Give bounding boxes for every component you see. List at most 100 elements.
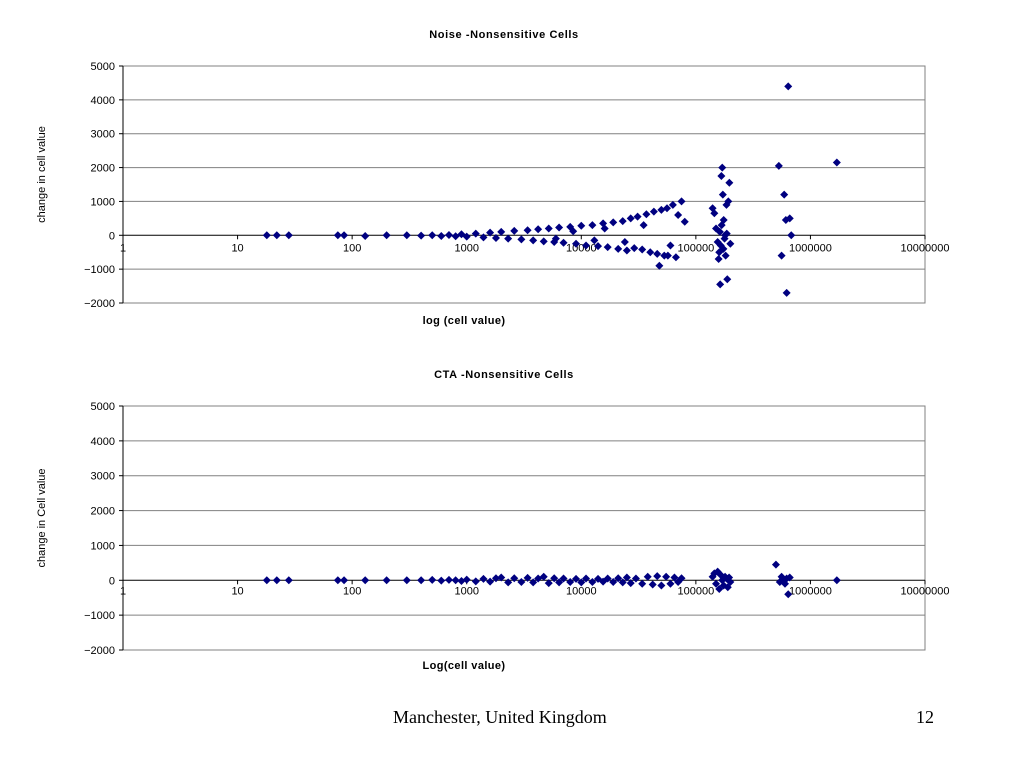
data-point (361, 231, 370, 240)
data-point (428, 231, 437, 240)
x-axis-label: log (cell value) (423, 315, 506, 327)
y-axis-label: change in cell value (36, 126, 48, 223)
data-point (402, 576, 411, 585)
chart-title: CTA -Nonsensitive Cells (434, 369, 574, 381)
data-point (361, 576, 370, 585)
data-point (718, 163, 727, 172)
data-point (614, 574, 623, 583)
x-tick-label: 100000 (677, 585, 714, 597)
data-point (777, 251, 786, 260)
data-point (577, 578, 586, 587)
data-point (451, 576, 460, 585)
data-point (785, 573, 794, 582)
data-point (437, 576, 446, 585)
data-point (284, 231, 293, 240)
x-tick-label: 10000 (566, 242, 597, 254)
data-point (588, 221, 597, 230)
data-point (559, 574, 568, 583)
data-point (832, 576, 841, 585)
data-point (491, 233, 500, 242)
y-tick-label: 2000 (91, 506, 115, 518)
data-point (787, 231, 796, 240)
data-point (618, 578, 627, 587)
chart-title: Noise -Nonsensitive Cells (429, 29, 579, 41)
data-point (486, 577, 495, 586)
y-tick-label: −1000 (84, 610, 115, 622)
data-point (588, 578, 597, 587)
data-point (639, 221, 648, 230)
data-point (417, 231, 426, 240)
data-point (715, 227, 724, 236)
plot-area (122, 65, 926, 304)
data-point (417, 576, 426, 585)
data-point (609, 578, 618, 587)
data-point (618, 217, 627, 226)
data-point (670, 573, 679, 582)
data-point (662, 572, 671, 581)
data-point (712, 579, 721, 588)
data-point (550, 574, 559, 583)
data-point (626, 214, 635, 223)
data-point (784, 82, 793, 91)
data-point (504, 578, 513, 587)
data-point (577, 221, 586, 230)
data-point (633, 212, 642, 221)
x-tick-label: 1 (120, 585, 126, 597)
data-point (666, 241, 675, 250)
data-point (572, 239, 581, 248)
data-point (724, 197, 733, 206)
data-point (603, 574, 612, 583)
page-number: 12 (916, 707, 934, 727)
y-tick-label: 0 (109, 575, 115, 587)
y-tick-label: 3000 (91, 129, 115, 141)
data-point (620, 238, 629, 247)
data-point (333, 576, 342, 585)
data-point (653, 249, 662, 258)
data-point (402, 231, 411, 240)
data-point (614, 244, 623, 253)
data-point (719, 244, 728, 253)
data-point (603, 243, 612, 252)
data-point (340, 576, 349, 585)
data-point (782, 288, 791, 297)
data-point (723, 275, 732, 284)
data-point (594, 242, 603, 251)
x-tick-label: 1000000 (789, 585, 832, 597)
data-point (671, 253, 680, 262)
x-tick-label: 1 (120, 242, 126, 254)
data-point (785, 214, 794, 223)
data-point (523, 573, 532, 582)
data-point (555, 223, 564, 232)
data-point (555, 578, 564, 587)
x-tick-label: 1000 (454, 242, 478, 254)
data-point (428, 575, 437, 584)
data-point (529, 578, 538, 587)
data-point (721, 251, 730, 260)
y-tick-label: 1000 (91, 540, 115, 552)
data-point (666, 579, 675, 588)
data-point (272, 576, 281, 585)
data-point (780, 190, 789, 199)
data-point (462, 232, 471, 241)
data-point (529, 236, 538, 245)
data-point (600, 224, 609, 233)
data-point (655, 261, 664, 270)
data-point (471, 577, 480, 586)
y-tick-label: 3000 (91, 471, 115, 483)
data-point (382, 231, 391, 240)
y-axis-label: change in Cell value (36, 468, 48, 567)
data-point (631, 574, 640, 583)
y-tick-label: 2000 (91, 163, 115, 175)
data-point (517, 578, 526, 587)
data-point (510, 574, 519, 583)
x-tick-label: 1000 (454, 585, 478, 597)
data-point (479, 574, 488, 583)
data-point (539, 572, 548, 581)
data-point (539, 237, 548, 246)
data-point (643, 572, 652, 581)
x-tick-label: 100 (343, 585, 361, 597)
data-point (551, 234, 560, 243)
data-point (626, 579, 635, 588)
data-point (677, 197, 686, 206)
data-point (491, 574, 500, 583)
